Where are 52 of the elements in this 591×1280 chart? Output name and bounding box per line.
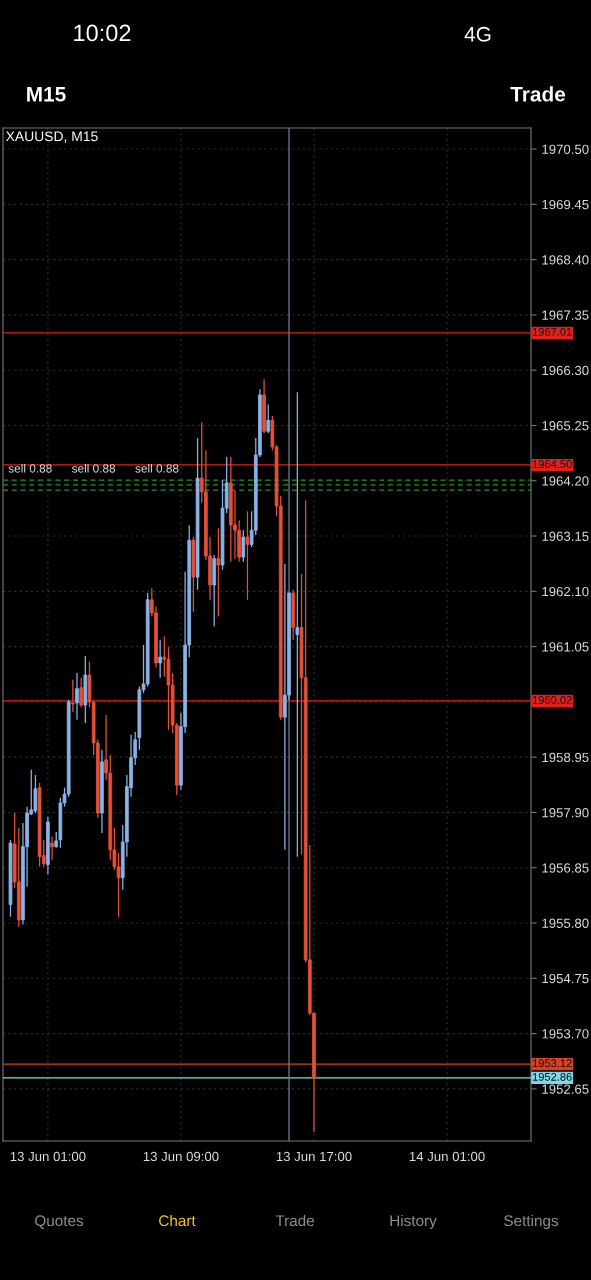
y-tick-label: 1966.30 bbox=[542, 365, 589, 376]
x-tick-label: 14 Jun 01:00 bbox=[409, 1151, 485, 1162]
y-tick-label: 1956.85 bbox=[542, 863, 589, 873]
y-tick-label: 1952.65 bbox=[542, 1084, 589, 1094]
y-tick-label: 1969.45 bbox=[542, 199, 589, 210]
candlestick bbox=[75, 672, 79, 721]
y-tick-label: 1954.75 bbox=[542, 973, 589, 984]
candlestick bbox=[71, 679, 75, 713]
ref-line-label: sell 0.88 bbox=[135, 463, 179, 473]
candlestick bbox=[241, 529, 246, 563]
text: 4G bbox=[464, 26, 491, 42]
text: 10:02 bbox=[74, 24, 131, 42]
y-tick-label: 1967.35 bbox=[542, 310, 589, 320]
text: M15 bbox=[27, 87, 66, 102]
candlestick bbox=[33, 774, 38, 814]
y-tick-label: 1964.20 bbox=[542, 476, 589, 486]
text: Chart bbox=[159, 1214, 196, 1227]
ref-line-label: 1953.12 bbox=[532, 1059, 572, 1068]
text: Trade bbox=[275, 1214, 314, 1227]
ref-line-label: 1960.02 bbox=[532, 695, 572, 704]
chart-title: XAUUSD, M15 bbox=[5, 131, 98, 143]
y-tick-label: 1955.80 bbox=[542, 918, 589, 928]
ref-line-label: 1964.50 bbox=[532, 460, 572, 468]
x-tick-label: 13 Jun 01:00 bbox=[10, 1151, 86, 1162]
y-tick-label: 1965.25 bbox=[542, 421, 589, 431]
text: Settings bbox=[504, 1214, 559, 1230]
text: Quotes bbox=[35, 1215, 84, 1229]
y-tick-label: 1953.70 bbox=[542, 1029, 589, 1039]
y-tick-label: 1961.05 bbox=[542, 642, 589, 652]
x-tick-label: 13 Jun 09:00 bbox=[143, 1151, 219, 1162]
text: Trade bbox=[510, 86, 566, 102]
ref-line-label: sell 0.88 bbox=[71, 463, 116, 473]
candlestick bbox=[216, 527, 221, 618]
y-tick-label: 1962.10 bbox=[542, 586, 589, 597]
y-tick-label: 1970.50 bbox=[542, 144, 589, 154]
y-tick-label: 1963.15 bbox=[542, 531, 589, 541]
y-tick-label: 1968.40 bbox=[542, 255, 589, 265]
text: History bbox=[390, 1214, 437, 1230]
candlestick bbox=[158, 639, 162, 679]
candlestick bbox=[79, 677, 83, 708]
y-tick-label: 1958.95 bbox=[542, 752, 589, 763]
ref-line-label: 1967.01 bbox=[532, 327, 572, 336]
ref-line-label: 1952.86 bbox=[532, 1072, 572, 1081]
candlestick bbox=[245, 510, 250, 601]
candlestick bbox=[50, 836, 54, 861]
y-tick-label: 1957.90 bbox=[542, 808, 589, 818]
candlestick bbox=[266, 403, 271, 434]
candlestick bbox=[116, 852, 121, 918]
candlestick bbox=[295, 391, 300, 858]
ref-line-label: sell 0.88 bbox=[8, 463, 52, 473]
x-tick-label: 13 Jun 17:00 bbox=[276, 1151, 352, 1162]
candlestick bbox=[283, 563, 287, 851]
